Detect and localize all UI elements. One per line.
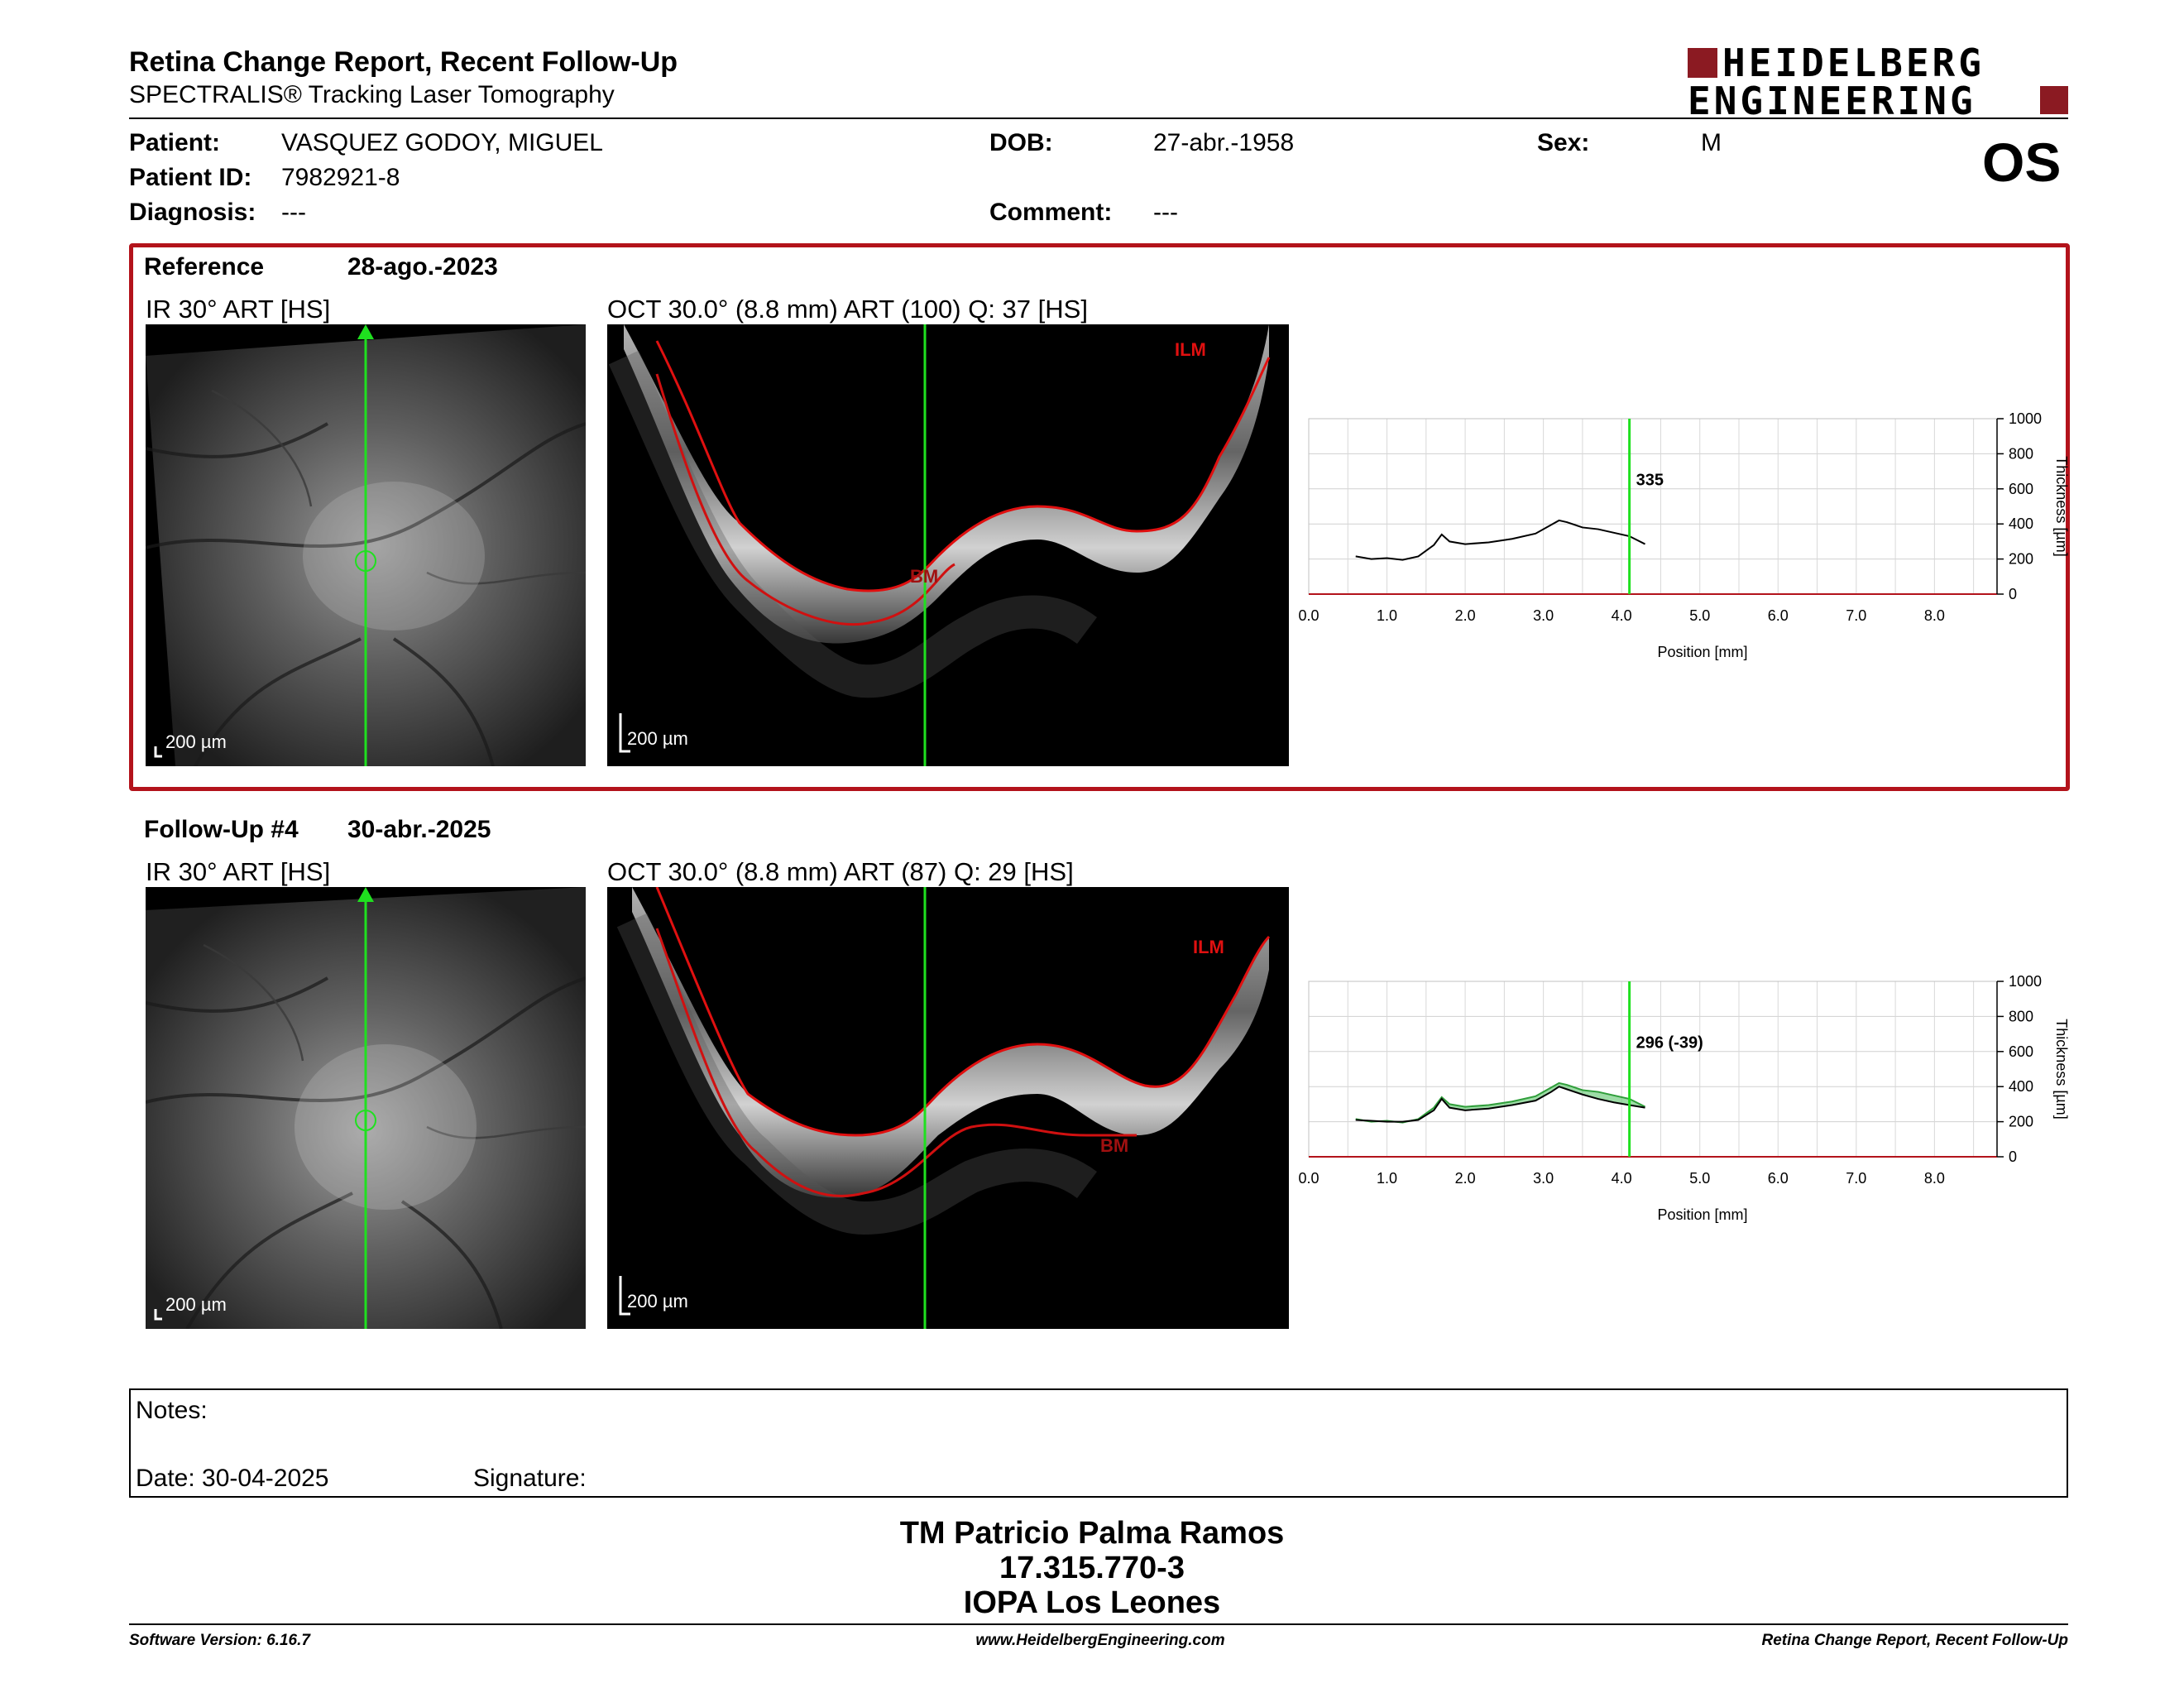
plot-frame [1308, 981, 1998, 1158]
x-axis-title: Position [mm] [1657, 1206, 1747, 1223]
software-version: Software Version: 6.16.7 [129, 1632, 310, 1649]
series-line-0 [1355, 519, 1645, 561]
x-tick-label: 2.0 [1455, 607, 1476, 624]
x-tick-label: 4.0 [1612, 607, 1632, 624]
x-tick-label: 8.0 [1924, 1170, 1945, 1187]
sex-label: Sex: [1537, 129, 1590, 156]
x-tick-label: 7.0 [1846, 1170, 1866, 1187]
followup-oct-image: ILM BM 200 µm [607, 887, 1289, 1329]
x-tick-label: 7.0 [1846, 607, 1866, 624]
followup-thickness-chart: 0 200 400 600 800 1000 0.0 1.0 2.0 3.0 4.0 5.0 6.0 7.… [1298, 973, 2070, 1223]
y-tick-label: 0 [2009, 1149, 2017, 1165]
ref-ir-scale-label: 200 µm [165, 731, 227, 752]
followup-label: Follow-Up #4 [144, 816, 299, 843]
header-divider [129, 117, 2068, 119]
ref-bm-label: BM [910, 566, 939, 587]
x-tick-label: 3.0 [1533, 607, 1554, 624]
x-tick-label: 8.0 [1924, 607, 1945, 624]
y-tick-label: 600 [2009, 1043, 2033, 1060]
y-tick-label: 800 [2009, 1008, 2033, 1024]
patient-name: VASQUEZ GODOY, MIGUEL [281, 129, 603, 156]
x-tick-label: 0.0 [1298, 1170, 1319, 1187]
plot-frame [1308, 418, 1998, 595]
ref-ilm-label: ILM [1175, 339, 1206, 360]
y-tick-label: 200 [2009, 1114, 2033, 1130]
reference-frame [129, 243, 2070, 791]
x-tick-label: 2.0 [1455, 1170, 1476, 1187]
x-tick-label: 6.0 [1768, 607, 1789, 624]
report-subtitle: SPECTRALIS® Tracking Laser Tomography [129, 81, 615, 108]
comment-value: --- [1153, 199, 1178, 226]
fu-ir-scale-label: 200 µm [165, 1294, 227, 1315]
followup-ir-caption: IR 30° ART [HS] [146, 857, 331, 886]
x-tick-label: 5.0 [1689, 607, 1710, 624]
x-tick-label: 3.0 [1533, 1170, 1554, 1187]
patient-id-label: Patient ID: [129, 164, 252, 191]
logo-square-icon [1688, 48, 1717, 78]
y-tick-label: 200 [2009, 551, 2033, 568]
footer-report-name: Retina Change Report, Recent Follow-Up [1761, 1632, 2068, 1649]
y-axis-title: Thickness [µm] [2053, 1019, 2070, 1119]
reference-ir-caption: IR 30° ART [HS] [146, 295, 331, 324]
y-tick-label: 1000 [2009, 973, 2042, 990]
cursor-value-label: 335 [1636, 472, 1664, 490]
x-tick-label: 4.0 [1612, 1170, 1632, 1187]
y-tick-label: 600 [2009, 481, 2033, 497]
ref-oct-scale-label: 200 µm [627, 728, 688, 749]
x-tick-label: 1.0 [1377, 607, 1397, 624]
website-link[interactable]: www.HeidelbergEngineering.com [975, 1632, 1225, 1649]
x-tick-label: 1.0 [1377, 1170, 1397, 1187]
x-tick-label: 0.0 [1298, 607, 1319, 624]
series-line-1 [1355, 1081, 1645, 1124]
fu-ilm-label: ILM [1193, 937, 1224, 957]
y-tick-label: 400 [2009, 516, 2033, 532]
y-tick-label: 800 [2009, 445, 2033, 462]
reference-date: 28-ago.-2023 [347, 253, 498, 281]
report-title: Retina Change Report, Recent Follow-Up [129, 46, 678, 78]
date-label: Date: 30-04-2025 [136, 1465, 329, 1492]
operator-clinic: IOPA Los Leones [963, 1585, 1221, 1620]
operator-id: 17.315.770-3 [999, 1551, 1185, 1585]
reference-label: Reference [144, 253, 265, 281]
diagnosis-value: --- [281, 199, 306, 226]
y-tick-label: 0 [2009, 586, 2017, 602]
x-tick-label: 5.0 [1689, 1170, 1710, 1187]
x-tick-label: 6.0 [1768, 1170, 1789, 1187]
followup-ir-image: 200 µm [146, 887, 586, 1329]
patient-label: Patient: [129, 129, 221, 156]
logo-line1: HEIDELBERG [1722, 41, 1985, 85]
footer-divider [129, 1623, 2068, 1625]
notes-box [129, 1388, 2068, 1498]
fu-oct-scale-label: 200 µm [627, 1291, 688, 1312]
patient-id: 7982921-8 [281, 164, 400, 191]
x-axis-title: Position [mm] [1657, 644, 1747, 660]
y-tick-label: 400 [2009, 1078, 2033, 1095]
eye-indicator: OS [1982, 132, 2062, 193]
dob-label: DOB: [989, 129, 1053, 156]
comment-label: Comment: [989, 199, 1113, 226]
diagnosis-label: Diagnosis: [129, 199, 256, 226]
followup-oct-caption: OCT 30.0° (8.8 mm) ART (87) Q: 29 [HS] [607, 857, 1074, 886]
cursor-value-label: 296 (-39) [1636, 1034, 1703, 1053]
logo-line2: ENGINEERING [1688, 79, 1976, 123]
y-tick-label: 1000 [2009, 410, 2042, 427]
dob-value: 27-abr.-1958 [1153, 129, 1295, 156]
reference-oct-caption: OCT 30.0° (8.8 mm) ART (100) Q: 37 [HS] [607, 295, 1088, 324]
series-line-0 [1355, 1086, 1645, 1123]
fu-bm-label: BM [1100, 1135, 1129, 1156]
notes-label: Notes: [136, 1397, 208, 1424]
operator-name: TM Patricio Palma Ramos [899, 1516, 1285, 1551]
followup-date: 30-abr.-2025 [347, 816, 491, 843]
y-axis-title: Thickness [µm] [2053, 456, 2070, 556]
signature-label: Signature: [473, 1465, 587, 1492]
sex-value: M [1701, 129, 1722, 156]
reference-thickness-chart: 0 200 400 600 800 1000 0.0 1.0 2.0 3.0 4.0 5.0 6.0 7.… [1298, 410, 2070, 660]
logo-square-icon-2 [2040, 86, 2068, 114]
reference-oct-image: ILM BM 200 µm [607, 324, 1289, 766]
reference-ir-image: 200 µm [146, 324, 586, 766]
